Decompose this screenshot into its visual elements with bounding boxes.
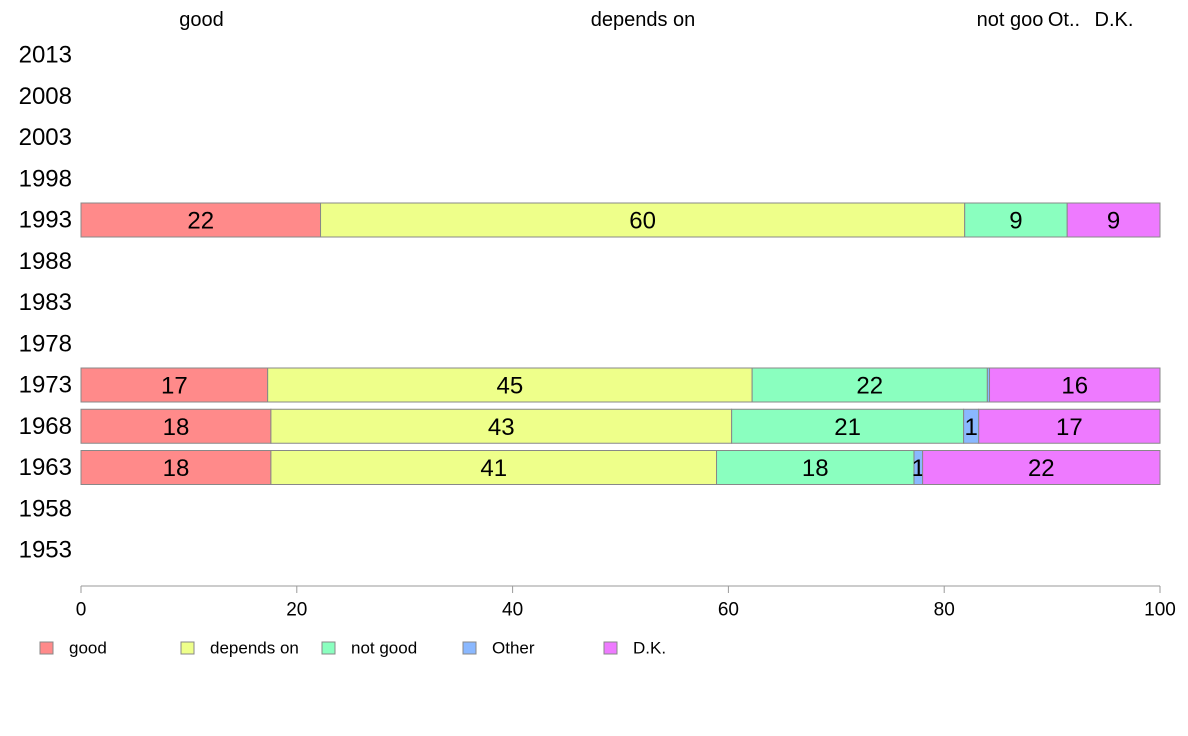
bar-segment	[964, 202, 1068, 238]
bar-value-label: 16	[1061, 373, 1088, 400]
top-series-label: Ot..	[1048, 9, 1080, 31]
bar-value-label: 18	[163, 455, 190, 482]
x-tick-label: 0	[76, 600, 87, 621]
bar-segment	[80, 367, 269, 403]
y-tick-label: 1973	[19, 372, 72, 399]
bar-segment	[270, 408, 733, 444]
y-tick-label: 1958	[19, 495, 72, 522]
bar-value-label: 1	[912, 455, 925, 482]
legend-label: depends on	[210, 639, 299, 658]
legend-label: Other	[492, 639, 535, 658]
bar-segment	[978, 408, 1161, 444]
legend-swatch	[39, 641, 54, 655]
y-tick-label: 1963	[19, 454, 72, 481]
bar-value-label: 22	[1028, 455, 1055, 482]
bar-segment	[270, 450, 718, 485]
bar-segment	[731, 408, 965, 444]
y-tick-label: 1983	[19, 289, 72, 316]
top-series-label: depends on	[591, 9, 696, 31]
bar-value-label: 9	[1107, 208, 1120, 235]
bar-value-label: 9	[1009, 208, 1022, 235]
bar-segment	[267, 367, 753, 403]
bar-segment	[989, 367, 1161, 403]
bar-value-label: 18	[802, 455, 829, 482]
legend-label: D.K.	[633, 639, 666, 658]
bar-segment	[922, 450, 1161, 485]
y-tick-label: 2013	[19, 42, 72, 69]
legend-swatch	[180, 641, 195, 655]
legend-swatch	[321, 641, 336, 655]
bar-value-label: 17	[161, 373, 188, 400]
top-series-label: good	[179, 9, 224, 31]
x-tick-label: 100	[1144, 600, 1176, 621]
bar-segment	[716, 450, 915, 485]
x-tick-label: 20	[286, 600, 307, 621]
y-tick-label: 1993	[19, 207, 72, 234]
x-tick-label: 60	[718, 600, 739, 621]
bar-segment	[320, 202, 966, 238]
bar-segment	[80, 408, 272, 444]
bar-value-label: 43	[488, 414, 515, 441]
bar-segment	[80, 202, 322, 238]
bar-value-label: 1	[964, 414, 977, 441]
legend-swatch	[462, 641, 477, 655]
bar-value-label: 22	[856, 373, 883, 400]
legend-label: not good	[351, 639, 417, 658]
legend-swatch	[603, 641, 618, 655]
y-tick-label: 2008	[19, 83, 72, 110]
x-tick-label: 40	[502, 600, 523, 621]
y-tick-label: 1988	[19, 248, 72, 275]
bar-segment	[751, 367, 988, 403]
y-tick-label: 1978	[19, 330, 72, 357]
top-series-label: D.K.	[1095, 9, 1134, 31]
bar-value-label: 18	[163, 414, 190, 441]
bar-value-label: 21	[834, 414, 861, 441]
bar-segment	[1066, 202, 1161, 238]
bar-value-label: 17	[1056, 414, 1083, 441]
top-series-label: not goo	[977, 9, 1044, 31]
legend-label: good	[69, 639, 107, 658]
bar-value-label: 60	[629, 208, 656, 235]
x-tick-label: 80	[934, 600, 955, 621]
bar-value-label: 45	[497, 373, 524, 400]
y-tick-label: 1968	[19, 413, 72, 440]
y-tick-label: 2003	[19, 124, 72, 151]
y-tick-label: 1953	[19, 537, 72, 564]
bar-value-label: 41	[480, 455, 507, 482]
bar-value-label: 22	[187, 208, 214, 235]
y-tick-label: 1998	[19, 165, 72, 192]
